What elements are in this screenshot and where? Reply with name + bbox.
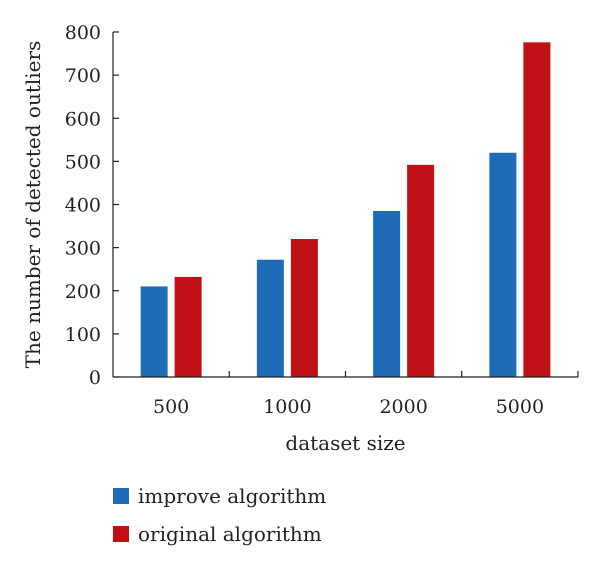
y-tick-label: 100 [65,324,101,346]
bar-original-5000 [523,42,551,377]
y-tick-label: 200 [65,281,101,303]
bars-group [140,42,551,377]
bar-improve-5000 [489,152,517,377]
bar-original-500 [174,276,202,377]
bar-original-2000 [407,164,435,377]
x-tick-label: 5000 [496,396,544,418]
bar-improve-500 [140,286,168,377]
legend: improve algorithm original algorithm [113,484,326,546]
bar-original-1000 [290,239,318,377]
y-tick-label: 500 [65,151,101,173]
y-tick-label: 0 [89,367,101,389]
y-tick-label: 800 [65,22,101,44]
bar-improve-2000 [373,210,401,377]
y-tick-label: 400 [65,195,101,217]
y-tick-label: 600 [65,108,101,130]
legend-swatch-improve [113,488,129,504]
y-tick-label: 300 [65,238,101,260]
y-axis-title: The number of detected outliers [21,41,45,369]
y-tick-label: 700 [65,65,101,87]
x-tick-label: 1000 [263,396,311,418]
x-tick-label: 2000 [379,396,427,418]
legend-label-original: original algorithm [138,522,322,546]
y-axis-ticks: 0 100 200 300 400 500 600 700 800 [65,22,119,389]
legend-swatch-original [113,526,129,542]
bar-improve-1000 [256,259,284,377]
x-tick-label: 500 [153,396,189,418]
legend-label-improve: improve algorithm [138,484,326,508]
x-axis-title: dataset size [285,431,405,455]
x-axis-ticks: 500 1000 2000 5000 [153,371,579,418]
